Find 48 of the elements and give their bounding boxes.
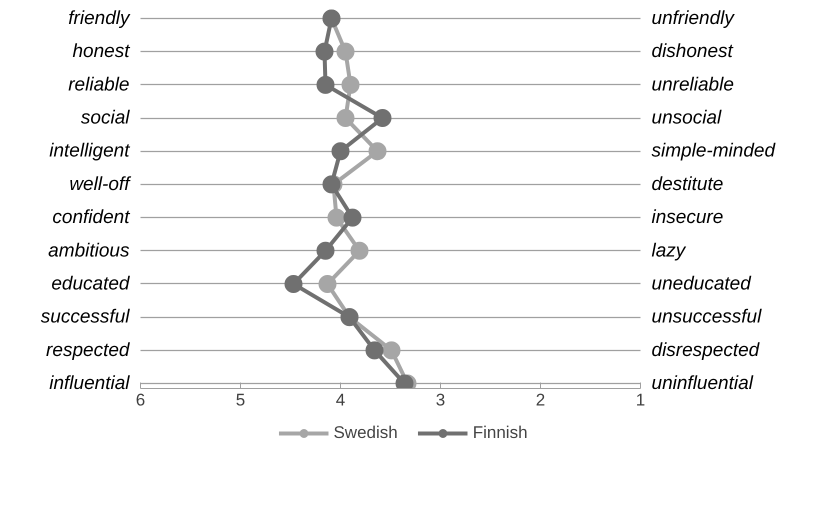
y2-tick-label: uneducated	[652, 273, 752, 294]
y-tick-label: reliable	[68, 74, 130, 96]
y-tick-label: intelligent	[49, 140, 130, 162]
y2-tick-label: destitute	[652, 174, 724, 195]
point	[336, 109, 354, 128]
x-tick-label: 2	[536, 390, 546, 410]
y-tick-label: ambitious	[48, 240, 130, 262]
point	[342, 76, 360, 94]
point	[374, 109, 392, 128]
point	[328, 208, 346, 227]
point	[318, 274, 336, 293]
x-tick-label: 4	[336, 390, 346, 410]
point	[316, 42, 334, 61]
y2-tick-label: uninfluential	[652, 373, 754, 394]
legend-label: Swedish	[333, 423, 398, 443]
y-tick-label: well-off	[69, 174, 132, 195]
y2-tick-label: disrespected	[652, 340, 761, 361]
point	[382, 341, 400, 360]
y-tick-label: social	[80, 108, 130, 129]
point	[368, 142, 386, 160]
point	[284, 274, 302, 293]
y-tick-label: confident	[52, 207, 130, 228]
y2-tick-label: unsocial	[652, 108, 722, 129]
point	[336, 42, 354, 61]
x-tick-label: 1	[636, 390, 646, 410]
y2-tick-label: dishonest	[652, 41, 734, 62]
y-tick-label: respected	[46, 340, 131, 361]
y2-tick-label: simple-minded	[652, 140, 776, 162]
point	[366, 341, 384, 360]
y2-tick-label: unfriendly	[652, 8, 736, 29]
y-tick-label: friendly	[68, 8, 131, 29]
point	[344, 208, 362, 227]
point	[350, 242, 368, 260]
y2-tick-label: insecure	[652, 207, 724, 228]
x-tick-label: 3	[436, 390, 446, 410]
y2-tick-label: unreliable	[652, 74, 734, 96]
point	[316, 242, 334, 260]
y-tick-label: influential	[49, 373, 130, 394]
point	[332, 142, 350, 160]
x-tick-label: 5	[236, 390, 246, 410]
y-tick-label: honest	[72, 41, 130, 62]
y-tick-label: successful	[40, 306, 130, 328]
y2-tick-label: lazy	[652, 240, 687, 262]
x-tick-label: 6	[136, 390, 146, 410]
point	[316, 76, 334, 94]
y-tick-label: educated	[51, 273, 131, 294]
legend-label: Finnish	[472, 423, 528, 443]
y2-tick-label: unsuccessful	[652, 306, 762, 328]
